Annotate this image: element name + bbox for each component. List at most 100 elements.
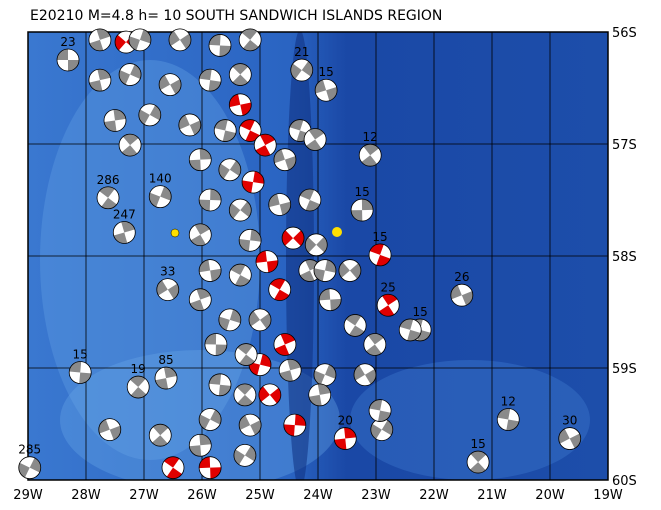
depth-label: 23 [60, 35, 75, 49]
focal-mechanism [298, 188, 322, 212]
depth-label: 12 [363, 130, 378, 144]
beachball-outline [158, 73, 182, 97]
depth-label: 15 [372, 230, 387, 244]
beachball-quadrants [240, 119, 261, 142]
beachball-quadrants [138, 105, 161, 125]
focal-mechanism [368, 399, 392, 422]
beachball-quadrants [354, 365, 376, 385]
axis-labels: 29W 28W 27W 26W 25W 24W 23W 22W 21W 20W 19W 56S 57S 5… [13, 26, 637, 503]
beachball-outline [208, 34, 232, 57]
focal-mechanism [188, 148, 212, 172]
focal-mechanism [238, 28, 262, 52]
focal-mechanism [118, 63, 142, 86]
beachball-outline [188, 288, 212, 312]
beachball-outline [218, 308, 242, 332]
beachball-outline [290, 58, 314, 82]
beachball-quadrants [190, 223, 210, 246]
focal-mechanism [338, 259, 362, 282]
depth-label: 15 [412, 305, 427, 319]
beachball-quadrants [370, 420, 393, 439]
beachball-outline [103, 109, 127, 132]
beachball-outline [558, 427, 582, 450]
beachball-outline [238, 119, 262, 142]
beachball-outline [238, 228, 262, 252]
beachball-quadrants [209, 373, 231, 396]
lon-label: 23W [361, 488, 391, 503]
beachball-outline [308, 383, 332, 407]
focal-mechanism [268, 278, 292, 302]
focal-mechanism [198, 456, 222, 480]
depth-label: 285 [18, 443, 41, 457]
beachball-outline [313, 259, 337, 282]
focal-mechanism: 285 [18, 443, 42, 480]
beachball-outline [398, 318, 422, 342]
beachball-quadrants [178, 114, 201, 135]
beachball-outline [333, 427, 357, 450]
focal-mechanism: 21 [290, 45, 314, 82]
beachball-quadrants [232, 63, 249, 86]
beachball-quadrants [128, 29, 151, 51]
beachball-quadrants [89, 28, 111, 51]
focal-mechanism: 30 [558, 414, 582, 450]
beachball-outline [368, 243, 392, 267]
focal-mechanism [228, 198, 252, 222]
focal-mechanism [168, 28, 192, 52]
beachball-outline [358, 143, 382, 167]
beachball-quadrants [274, 333, 296, 356]
focal-mechanism [273, 333, 297, 356]
focal-mechanism: 140 [149, 172, 172, 209]
beachball-quadrants [290, 61, 313, 79]
beachball-outline [56, 48, 80, 72]
beachball-quadrants [273, 149, 296, 171]
lat-label: 58S [612, 250, 637, 265]
beachball-quadrants [199, 409, 222, 430]
beachball-quadrants [305, 236, 328, 253]
depth-label: 21 [294, 45, 309, 59]
beachball-quadrants [270, 278, 290, 301]
focal-mechanism [233, 383, 257, 407]
beachball-quadrants [199, 259, 222, 282]
map-title: E20210 M=4.8 h= 10 SOUTH SANDWICH ISLAND… [30, 8, 442, 24]
beachball-outline [213, 119, 237, 142]
beachball-outline [304, 233, 328, 257]
focal-mechanism [198, 408, 222, 431]
focal-mechanism [188, 433, 212, 457]
beachball-outline [273, 148, 297, 172]
lon-label: 26W [187, 488, 217, 503]
beachball-outline [198, 68, 222, 92]
beachball-outline [228, 263, 252, 287]
beachball-outline [198, 456, 222, 480]
beachball-outline [88, 28, 112, 52]
beachball-quadrants [168, 30, 191, 49]
beachball-quadrants [241, 28, 259, 51]
lat-label: 59S [612, 362, 637, 377]
focal-mechanism [198, 259, 222, 282]
beachball-outline [154, 366, 178, 390]
lon-label: 27W [129, 488, 159, 503]
focal-mechanism [353, 363, 377, 387]
beachball-quadrants [268, 193, 291, 216]
beachball-quadrants [204, 333, 227, 356]
beachball-quadrants [236, 383, 253, 406]
beachball-quadrants [282, 230, 305, 246]
beachball-outline [234, 343, 258, 366]
lon-label: 21W [477, 488, 507, 503]
focal-mechanism: 15 [368, 230, 392, 267]
lon-label: 20W [535, 488, 565, 503]
beachball-quadrants [199, 69, 221, 92]
focal-mechanism [283, 413, 307, 437]
beachball-outline [118, 133, 142, 157]
focal-mechanism [198, 188, 222, 212]
events: 23 286 247 140 33 15 19 85 285 30 12 15 20 15 26 15 12 15… [18, 28, 582, 480]
depth-label: 12 [501, 395, 516, 409]
focal-mechanism: 23 [56, 35, 80, 72]
beachball-quadrants [164, 456, 182, 479]
beachball-outline [253, 133, 277, 157]
focal-mechanism [255, 250, 279, 274]
beachball-outline [363, 333, 387, 356]
beachball-outline [18, 456, 42, 480]
focal-mechanism [88, 68, 112, 92]
beachball-quadrants [369, 399, 391, 422]
beachball-quadrants [156, 280, 179, 299]
